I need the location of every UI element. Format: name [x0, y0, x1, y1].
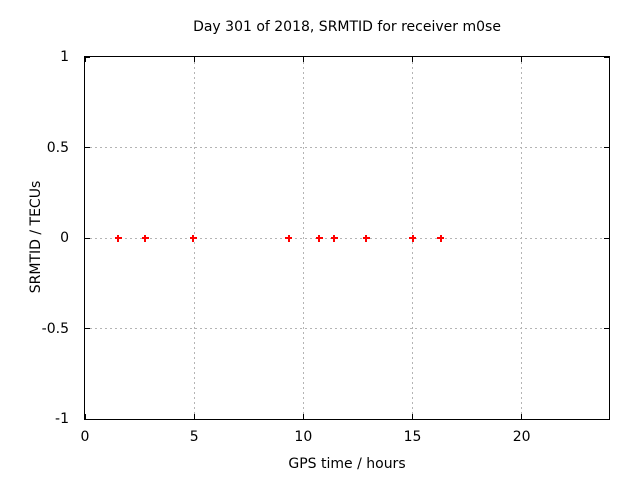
x-axis-tick — [521, 57, 523, 62]
plot-area — [84, 56, 610, 420]
y-tick-label: 1 — [60, 49, 69, 65]
y-axis-tick — [85, 328, 90, 329]
y-axis-tick — [604, 237, 609, 239]
data-point-marker — [362, 234, 370, 242]
x-tick-label: 0 — [80, 429, 90, 445]
gridline-horizontal — [85, 147, 609, 148]
data-point-marker — [330, 234, 338, 242]
y-tick-label: 0.5 — [46, 139, 69, 156]
data-point-marker — [189, 234, 197, 242]
x-axis-tick — [521, 414, 523, 419]
x-axis-tick — [193, 414, 195, 419]
data-point-marker — [437, 234, 445, 242]
data-point-marker — [409, 234, 416, 242]
y-axis-tick — [85, 56, 90, 58]
y-axis-tick — [604, 328, 609, 329]
x-axis-tick — [84, 414, 86, 419]
y-tick-label: -1 — [55, 411, 69, 427]
y-axis-tick — [604, 147, 609, 148]
x-tick-label: 20 — [512, 429, 531, 445]
data-point-marker — [141, 234, 149, 242]
data-point-marker — [114, 234, 122, 242]
x-axis-label: GPS time / hours — [288, 456, 406, 472]
y-axis-tick — [85, 147, 90, 148]
x-tick-label: 5 — [189, 429, 199, 445]
x-axis-tick — [193, 57, 195, 62]
y-axis-tick — [85, 418, 90, 420]
x-tick-label: 10 — [294, 429, 313, 445]
x-axis-tick — [84, 57, 86, 62]
data-point-marker — [285, 234, 293, 242]
x-axis-tick — [302, 414, 304, 419]
gridline-horizontal — [85, 237, 609, 239]
y-tick-label: -0.5 — [41, 320, 69, 337]
y-axis-tick — [604, 56, 609, 58]
x-axis-tick — [412, 57, 413, 62]
x-axis-tick — [302, 57, 304, 62]
chart-title: Day 301 of 2018, SRMTID for receiver m0s… — [193, 19, 501, 35]
y-tick-label: 0 — [60, 230, 69, 246]
x-axis-tick — [412, 414, 413, 419]
x-tick-label: 15 — [403, 429, 422, 445]
y-axis-tick — [85, 237, 90, 239]
y-axis-tick — [604, 418, 609, 420]
gridline-horizontal — [85, 328, 609, 329]
data-point-marker — [315, 234, 323, 242]
